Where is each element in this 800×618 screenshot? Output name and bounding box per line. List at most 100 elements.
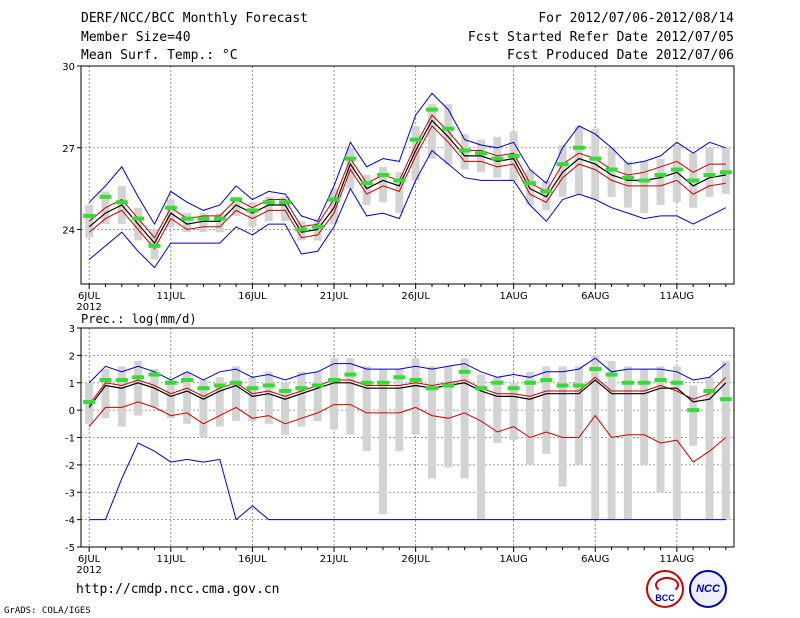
temp-observed-mark (556, 162, 569, 167)
prec-ytick-label: -4 (65, 516, 75, 527)
prec-observed-mark (197, 386, 210, 391)
prec-box (199, 380, 208, 438)
prec-box (427, 366, 436, 479)
temp-ytick-label: 27 (62, 144, 75, 155)
prec-observed-mark (442, 383, 455, 388)
temp-observed-mark (687, 178, 700, 183)
variable-label: Mean Surf. Temp.: °C (81, 48, 238, 63)
temp-observed-mark (572, 145, 585, 150)
prec-observed-mark (507, 386, 520, 391)
prec-box (656, 366, 665, 493)
prec-xtick-label: 26JUL (401, 554, 430, 565)
temp-observed-mark (703, 173, 716, 177)
prec-box (215, 377, 224, 427)
temp-xtick-label: 21JUL (320, 291, 349, 302)
prec-ytick-label: -1 (65, 434, 75, 445)
prec-observed-mark (605, 372, 618, 377)
prec-xtick-label: 1AUG (499, 554, 527, 565)
temp-xtick-label: 16JUL (238, 291, 267, 302)
temp-panel: 24 27 30 6JUL 11JUL 16JUL 21JUL 26JUL 1AUG 6AUG 11… (62, 62, 735, 313)
temp-box (232, 196, 241, 216)
bcc-logo-arc (655, 577, 679, 593)
prec-observed-mark (719, 397, 732, 402)
temp-observed-mark (409, 137, 422, 142)
prec-box (248, 377, 257, 422)
temp-box (395, 172, 404, 214)
prec-observed-mark (523, 380, 536, 385)
temp-box (558, 145, 567, 197)
prec-xtick-label: 16JUL (238, 554, 267, 565)
prec-box (689, 385, 698, 446)
prec-observed-mark (474, 386, 487, 391)
temp-observed-mark (132, 216, 145, 221)
temp-observed-mark (83, 213, 96, 218)
chart-title: DERF/NCC/BCC Monthly Forecast (81, 11, 308, 26)
prec-box (117, 366, 126, 427)
prec-observed-mark (230, 380, 243, 385)
prec-xtick-label: 21JUL (320, 554, 349, 565)
temp-max-line (88, 92, 726, 226)
temp-observed-mark (491, 156, 504, 161)
temp-observed-mark (621, 175, 634, 180)
prec-xtick-label: 6JUL (78, 554, 101, 565)
prec-observed-mark (670, 380, 683, 385)
prec-box (476, 374, 485, 520)
prec-box (525, 371, 534, 465)
temp-observed-mark (213, 216, 226, 221)
prec-observed-mark (164, 380, 177, 385)
prec-observed-mark (589, 367, 602, 372)
prec-observed-mark (360, 380, 373, 385)
fcst-produced-date: Fcst Produced Date 2012/07/06 (507, 48, 734, 63)
prec-box (395, 369, 404, 452)
prec-observed-mark (181, 378, 194, 383)
temp-observed-mark (262, 200, 275, 205)
temp-xtick-label: 6JUL (78, 291, 101, 302)
temp-observed-mark (523, 181, 536, 186)
prec-observed-mark (279, 388, 292, 393)
temp-box (525, 169, 534, 205)
prec-observed-mark (556, 383, 569, 388)
temp-ytick-label: 24 (62, 226, 75, 237)
prec-observed-mark (703, 388, 716, 393)
source-url[interactable]: http://cmdp.ncc.cma.gov.cn (76, 582, 280, 597)
temp-observed-mark (474, 151, 487, 156)
temp-observed-mark (246, 208, 259, 213)
temp-year-label: 2012 (76, 302, 101, 313)
forecast-period: For 2012/07/06-2012/08/14 (538, 11, 734, 26)
temp-box (427, 104, 436, 159)
prec-ytick-label: -5 (65, 543, 75, 554)
temp-observed-mark (670, 167, 683, 172)
bcc-logo: BCC (646, 570, 684, 608)
prec-ytick-label: 3 (69, 324, 75, 335)
temp-box (346, 147, 355, 189)
prec-box (591, 355, 600, 520)
prec-observed-mark (572, 383, 585, 388)
prec-title: Prec.: log(mm/d) (81, 312, 197, 326)
temp-lower-line (88, 125, 726, 250)
prec-box (232, 366, 241, 422)
prec-box (101, 369, 110, 419)
prec-box (542, 366, 551, 454)
prec-upper-line (88, 376, 727, 405)
temp-observed-mark (328, 197, 341, 202)
prec-box (607, 360, 616, 520)
prec-observed-mark (458, 369, 471, 374)
temp-observed-mark (181, 216, 194, 221)
prec-ytick-label: -3 (65, 488, 75, 499)
prec-observed-mark (246, 386, 259, 391)
prec-ytick-label: 0 (69, 406, 75, 417)
prec-box (313, 371, 322, 422)
temp-box (248, 202, 257, 227)
temp-observed-mark (360, 181, 373, 186)
prec-observed-mark (687, 408, 700, 413)
prec-min-line (89, 442, 726, 521)
temp-observed-mark (230, 197, 243, 202)
prec-observed-mark (409, 378, 422, 383)
temp-observed-mark (164, 205, 177, 210)
temp-observed-mark (507, 153, 520, 158)
prec-observed-mark (540, 378, 553, 383)
prec-observed-mark (638, 380, 651, 385)
temp-xtick-label: 11AUG (660, 291, 695, 302)
temp-observed-mark (589, 156, 602, 161)
temp-observed-mark (458, 148, 471, 153)
